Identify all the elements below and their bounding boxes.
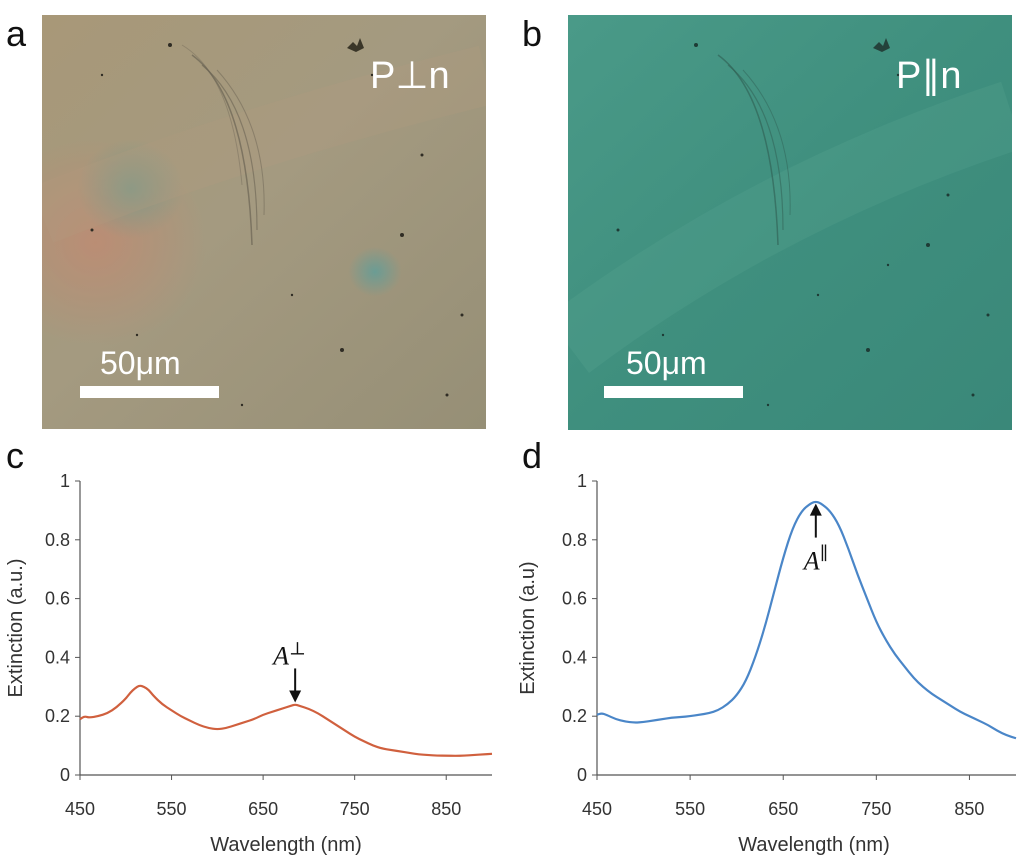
- x-tick-label: 850: [431, 799, 461, 819]
- x-tick-label: 550: [157, 799, 187, 819]
- peak-annotation-perpendicular: A⊥: [271, 638, 306, 703]
- x-tick-label: 650: [768, 799, 798, 819]
- x-tick-label: 850: [954, 799, 984, 819]
- panel-letter-d: d: [522, 435, 543, 476]
- x-tick-label: 750: [340, 799, 370, 819]
- polarization-label-parallel: P∥n: [896, 55, 962, 97]
- x-axis-title: Wavelength (nm): [210, 834, 362, 856]
- annotation-label: A⊥: [271, 638, 306, 670]
- scale-bar-b: [604, 386, 743, 398]
- x-tick-label: 650: [248, 799, 278, 819]
- y-tick-label: 0: [577, 765, 587, 785]
- peak-annotation-parallel: A∥: [802, 503, 828, 576]
- scale-label-b: 50μm: [626, 345, 707, 381]
- y-axis-title: Extinction (a.u): [517, 561, 539, 694]
- y-tick-label: 0.8: [45, 530, 70, 550]
- panel-letter-c: c: [6, 435, 24, 476]
- x-axis-title: Wavelength (nm): [738, 834, 890, 856]
- y-axis-title: Extinction (a.u.): [5, 559, 27, 698]
- polarization-label-perpendicular: P⊥n: [370, 55, 450, 97]
- panel-letter-a: a: [6, 13, 27, 54]
- x-tick-label: 550: [675, 799, 705, 819]
- series-line-perpendicular: [79, 684, 493, 757]
- annotation-label: A∥: [802, 544, 828, 576]
- chart-extinction-parallel: 450 550 650 750 850 0 0.2 0.4 0.6 0.8 1 Wavelengt…: [517, 471, 1017, 856]
- y-tick-label: 0.4: [562, 647, 587, 667]
- x-tick-label: 450: [65, 799, 95, 819]
- y-tick-label: 0: [60, 765, 70, 785]
- y-tick-label: 0.8: [562, 530, 587, 550]
- y-tick-label: 0.4: [45, 647, 70, 667]
- micrograph-perpendicular: [42, 15, 486, 429]
- y-tick-label: 1: [60, 471, 70, 491]
- chart-extinction-perpendicular: 450 550 650 750 850 0 0.2 0.4 0.6 0.8 1 Wavelengt…: [5, 471, 493, 856]
- y-tick-label: 0.6: [562, 589, 587, 609]
- x-tick-label: 750: [861, 799, 891, 819]
- y-tick-label: 0.2: [562, 706, 587, 726]
- micrograph-parallel: [568, 15, 1012, 430]
- y-tick-label: 0.6: [45, 589, 70, 609]
- scale-label-a: 50μm: [100, 345, 181, 381]
- series-line-parallel: [596, 500, 1017, 740]
- scale-bar-a: [80, 386, 219, 398]
- y-tick-label: 0.2: [45, 706, 70, 726]
- y-tick-label: 1: [577, 471, 587, 491]
- panel-letter-b: b: [522, 13, 543, 54]
- x-tick-label: 450: [582, 799, 612, 819]
